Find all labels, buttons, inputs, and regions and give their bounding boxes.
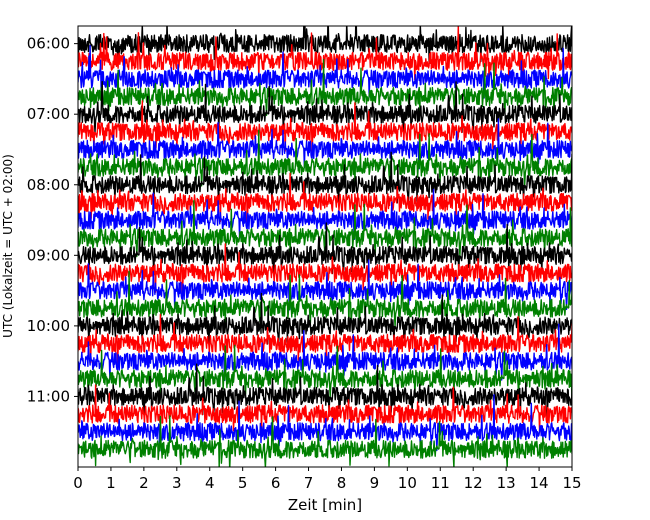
y-tick-label: 11:00 xyxy=(27,387,70,405)
trace-line xyxy=(78,81,572,135)
trace-line xyxy=(78,26,572,83)
x-tick-label: 7 xyxy=(304,474,314,492)
x-tick-label: 2 xyxy=(139,474,149,492)
y-tick-label: 07:00 xyxy=(27,105,70,123)
x-tick-label: 13 xyxy=(497,474,516,492)
trace-line xyxy=(78,259,572,311)
trace-line xyxy=(78,313,572,364)
x-tick-label: 5 xyxy=(238,474,248,492)
trace-line xyxy=(78,222,572,276)
x-tick-label: 3 xyxy=(172,474,182,492)
x-axis: 0 1 2 3 4 5 6 7 8 9 10 11 12 13 14 15 xyxy=(73,467,582,492)
trace-line xyxy=(78,415,572,467)
trace-line xyxy=(78,363,572,417)
y-tick-label: 09:00 xyxy=(27,246,70,264)
trace-line xyxy=(78,384,572,433)
x-tick-label: 12 xyxy=(464,474,483,492)
x-tick-label: 8 xyxy=(337,474,347,492)
x-tick-label: 4 xyxy=(205,474,215,492)
trace-line xyxy=(78,270,572,329)
trace-line xyxy=(78,26,572,64)
y-axis-label: UTC (Lokalzeit = UTC + 02:00) xyxy=(1,154,15,338)
trace-line xyxy=(78,323,572,382)
trace-line xyxy=(78,58,572,118)
trace-line xyxy=(78,129,572,188)
y-axis: 06:00 07:00 08:00 09:00 10:00 11:00 xyxy=(27,35,78,405)
plot-frame xyxy=(77,25,573,468)
y-tick-label: 08:00 xyxy=(27,176,70,194)
y-tick-label: 10:00 xyxy=(27,317,70,335)
x-tick-label: 14 xyxy=(530,474,549,492)
trace-line xyxy=(78,151,572,205)
trace-line xyxy=(78,188,572,240)
trace-line xyxy=(78,200,572,259)
x-tick-label: 15 xyxy=(562,474,581,492)
trace-line xyxy=(78,45,572,99)
y-tick-label: 06:00 xyxy=(27,35,70,53)
x-tick-label: 10 xyxy=(398,474,417,492)
x-axis-label: Zeit [min] xyxy=(288,496,362,514)
x-tick-label: 1 xyxy=(106,474,116,492)
trace-group xyxy=(78,26,572,467)
x-tick-label: 9 xyxy=(370,474,380,492)
trace-line xyxy=(78,118,572,170)
x-tick-label: 0 xyxy=(73,474,83,492)
trace-line xyxy=(78,100,572,153)
trace-line xyxy=(78,243,572,294)
trace-line xyxy=(78,172,572,223)
trace-line xyxy=(78,344,572,400)
x-tick-label: 6 xyxy=(271,474,281,492)
x-tick-label: 11 xyxy=(431,474,450,492)
